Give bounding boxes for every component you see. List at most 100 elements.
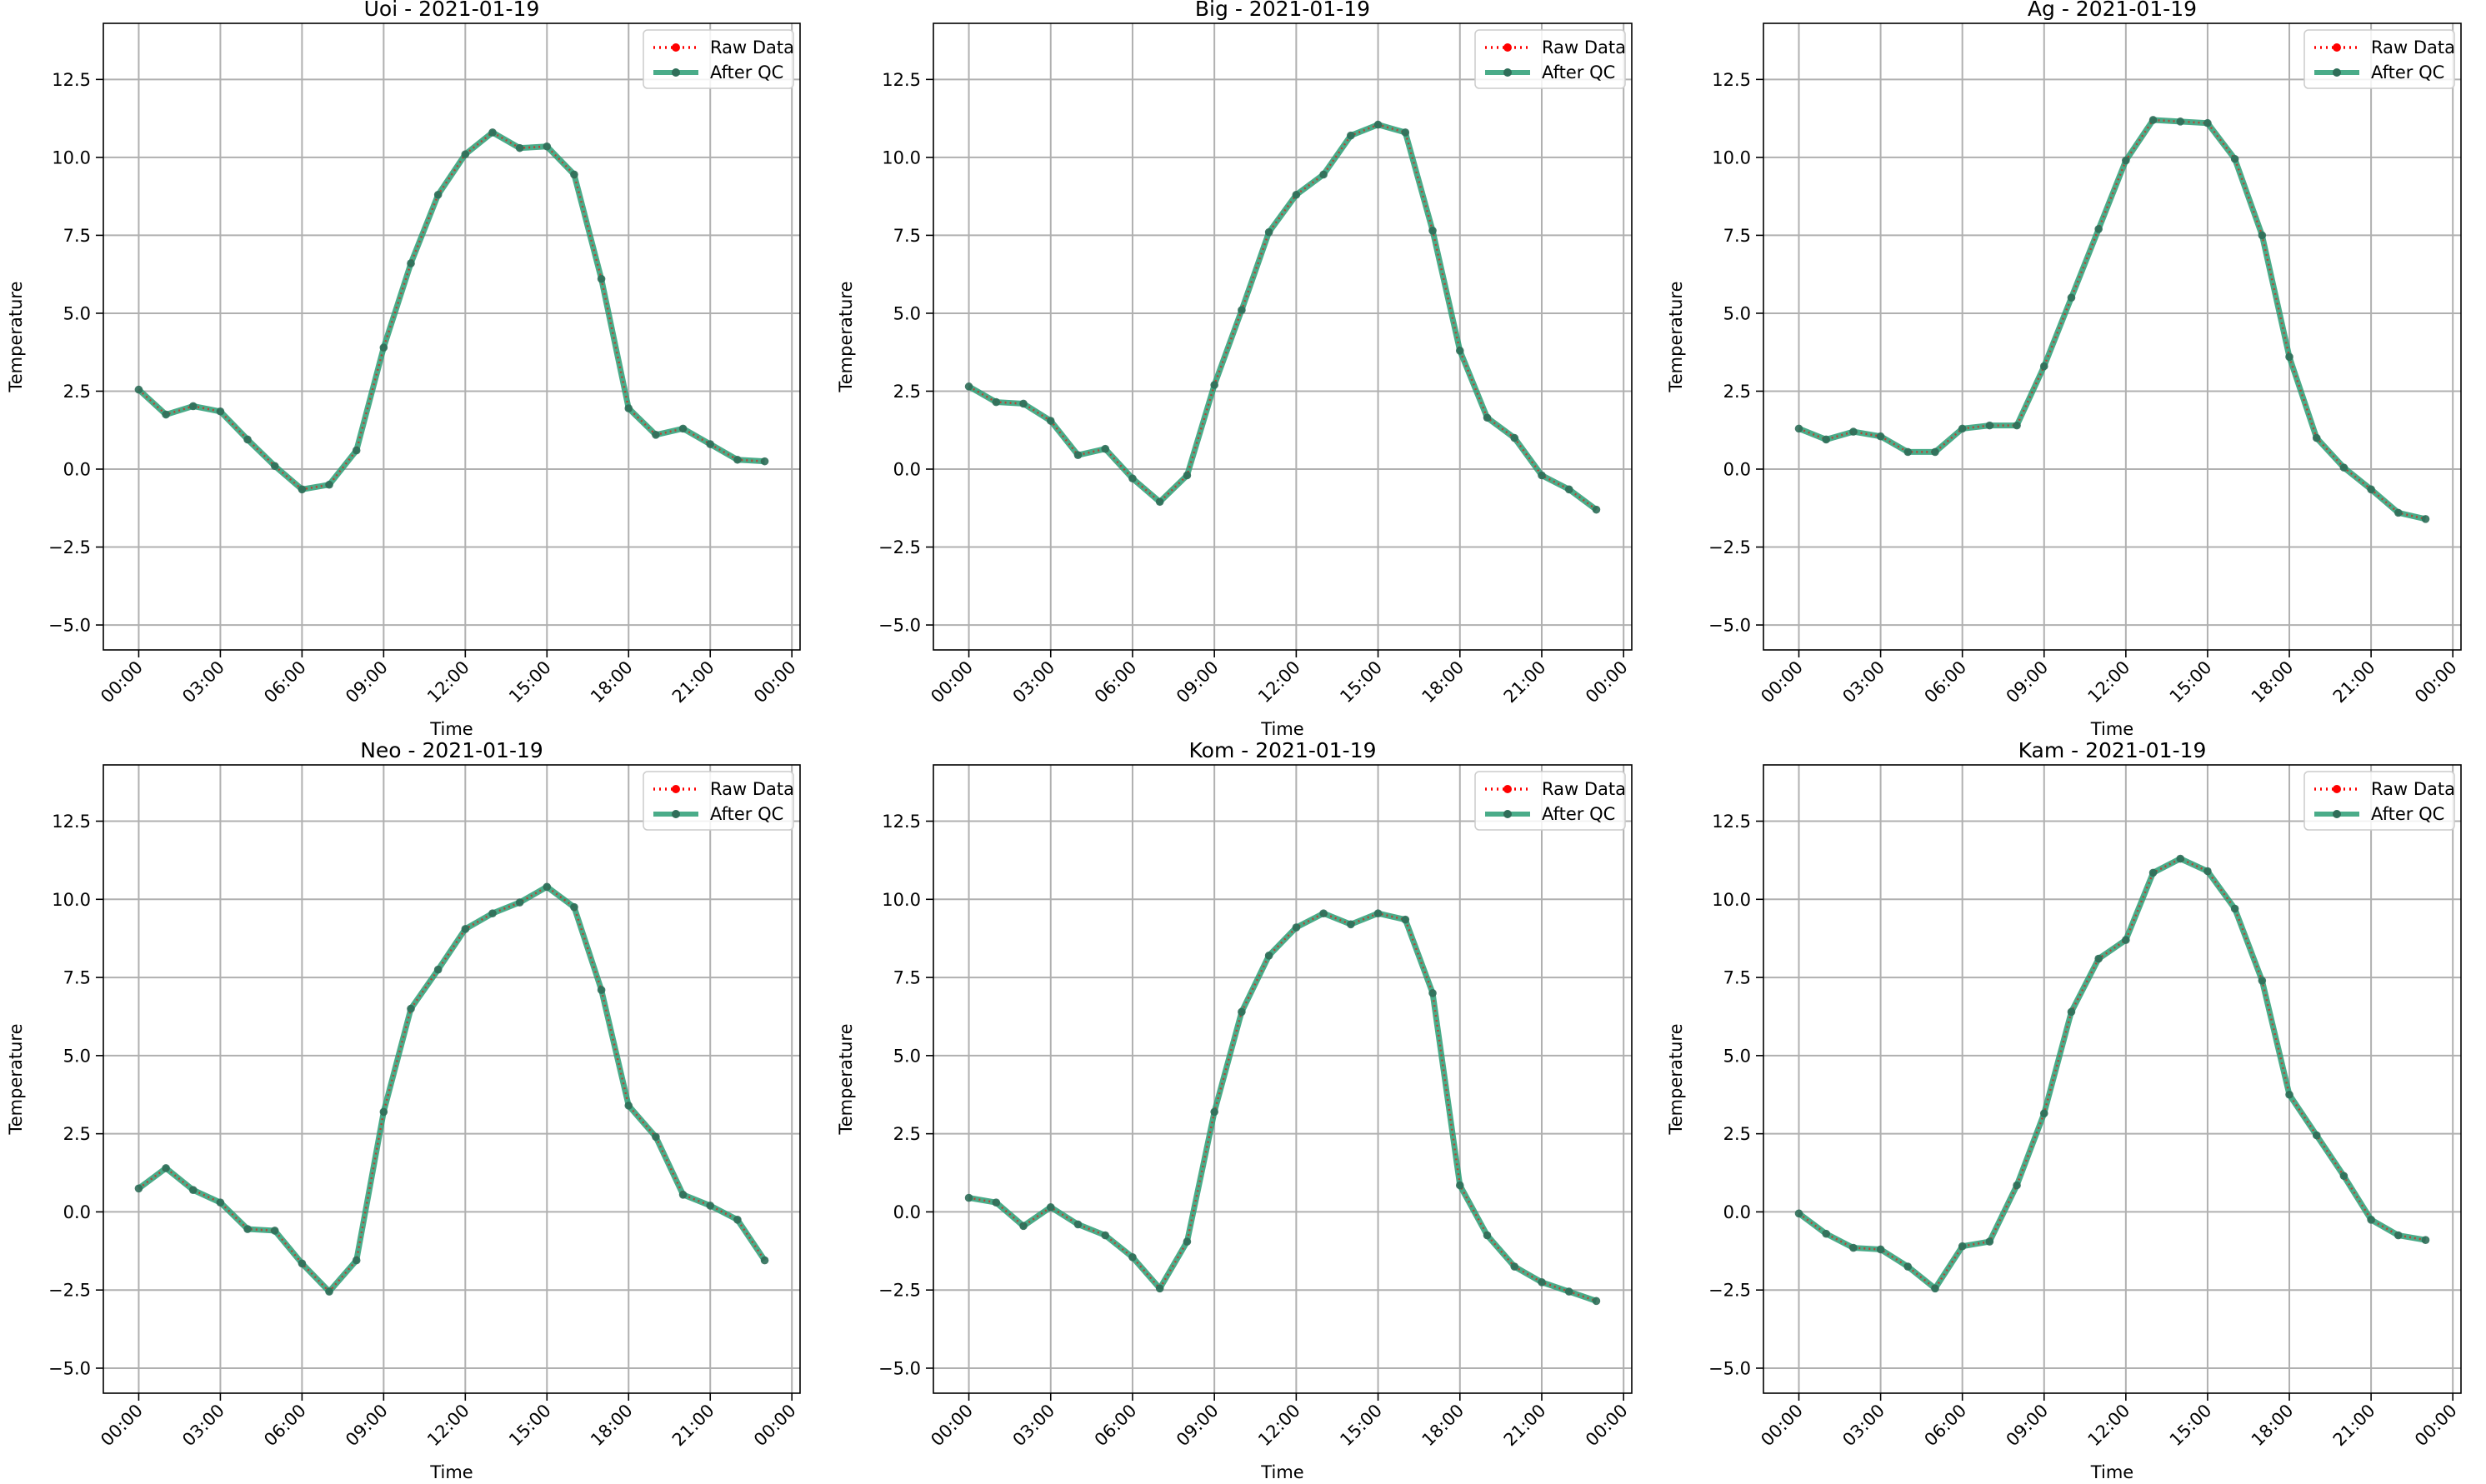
y-tick-label: 2.5 [1723,382,1751,402]
x-tick-label: 03:00 [1009,657,1059,707]
y-tick-label: 7.5 [893,968,921,988]
data-point [298,1259,307,1268]
data-point [433,190,443,199]
data-point [1483,413,1492,422]
data-point [1373,909,1383,917]
x-tick-label: 15:00 [505,657,555,707]
data-point [1401,915,1410,924]
data-point [352,446,361,455]
y-tick-label: 0.0 [1723,460,1751,480]
y-tick-label: 10.0 [882,890,921,910]
data-point [461,925,470,933]
x-tick-label: 00:00 [97,657,147,707]
data-point [270,1227,279,1235]
data-point [379,343,388,352]
data-point [733,1216,742,1224]
data-point [1592,505,1601,514]
legend-label-raw-data: Raw Data [2371,37,2455,57]
data-point [1510,1262,1519,1271]
data-point [1073,1220,1083,1229]
y-tick-label: 10.0 [882,147,921,167]
legend-marker-raw-data [1503,43,1512,52]
x-tick-label: 12:00 [2084,1401,2134,1451]
y-tick-label: −2.5 [878,1281,921,1301]
data-point [1155,1284,1164,1293]
subplot-3: −5.0 −2.5 0.0 2.5 5.0 7.5 10.0 12.5 00:00 03:00 06… [6,738,801,1482]
subplot-0: −5.0 −2.5 0.0 2.5 5.0 7.5 10.0 12.5 00:00 03:00 06… [6,0,801,739]
chart-title: Uoi - 2021-01-19 [364,0,540,21]
data-point [2312,1131,2321,1140]
data-point [1794,424,1803,433]
series-raw-data-line [1798,857,2426,1291]
data-point [652,1132,660,1142]
y-tick-label: −2.5 [48,1281,91,1301]
data-point [2421,515,2430,523]
data-point [2421,1236,2430,1244]
plot-area [103,23,800,650]
legend-marker-after-qc [672,68,680,77]
data-point [1510,433,1519,442]
data-point [352,1256,361,1265]
data-point [2203,118,2212,127]
data-point [243,435,252,444]
y-tick-label: 0.0 [1723,1202,1751,1222]
x-tick-label: 03:00 [1838,657,1888,707]
legend-marker-after-qc [2333,68,2341,77]
data-point [760,457,769,466]
x-axis-label: Time [429,719,473,739]
legend-marker-after-qc [1503,810,1512,818]
legend: Raw Data After QC [1474,29,1626,89]
data-point [1903,1262,1913,1271]
x-tick-label: 00:00 [97,1401,147,1451]
data-point [2039,1109,2048,1118]
data-point [652,431,660,439]
data-point [964,382,973,391]
data-point [2148,868,2158,877]
data-point [570,902,578,912]
data-point [270,462,279,471]
y-tick-label: 0.0 [63,1202,91,1222]
legend-marker-raw-data [1503,785,1512,793]
chart-title: Neo - 2021-01-19 [360,738,543,762]
data-point [2394,1231,2403,1240]
x-axis-label: Time [1260,719,1303,739]
y-tick-label: 12.5 [52,812,91,832]
series-raw-data-line [1798,118,2426,521]
data-point [1238,1007,1246,1017]
y-tick-label: −5.0 [878,1358,921,1378]
y-tick-label: 5.0 [1723,1046,1751,1066]
y-tick-label: 2.5 [63,1124,91,1144]
plot-area [1763,765,2461,1393]
x-tick-label: 15:00 [2166,1401,2216,1451]
x-tick-label: 03:00 [1838,1401,1888,1451]
data-point [1264,227,1273,237]
data-point [1455,347,1464,355]
data-point [1101,444,1110,453]
data-point [407,1004,415,1013]
data-point [597,274,606,283]
data-point [162,410,170,419]
x-tick-label: 06:00 [260,657,310,707]
data-point [992,1198,1001,1207]
legend-marker-after-qc [2333,810,2341,818]
data-point [1876,432,1885,441]
y-tick-label: 12.5 [882,812,921,832]
data-point [624,1102,633,1110]
y-tick-label: −2.5 [1708,537,1751,557]
data-point [1428,226,1437,235]
x-tick-label: 18:00 [2248,1401,2298,1451]
y-tick-label: 12.5 [1712,812,1751,832]
legend: Raw Data After QC [2303,771,2455,831]
y-tick-label: 7.5 [63,968,91,988]
y-tick-label: 10.0 [52,147,91,167]
data-point [678,1190,688,1199]
data-point [134,1184,143,1193]
data-point [2094,954,2103,963]
axes-frame [933,22,1633,651]
legend: Raw Data After QC [1474,771,1626,831]
y-tick-label: 2.5 [893,382,921,402]
x-tick-label: 00:00 [1757,1401,1807,1451]
legend-label-after-qc: After QC [1542,62,1615,82]
x-tick-label: 00:00 [927,1401,977,1451]
